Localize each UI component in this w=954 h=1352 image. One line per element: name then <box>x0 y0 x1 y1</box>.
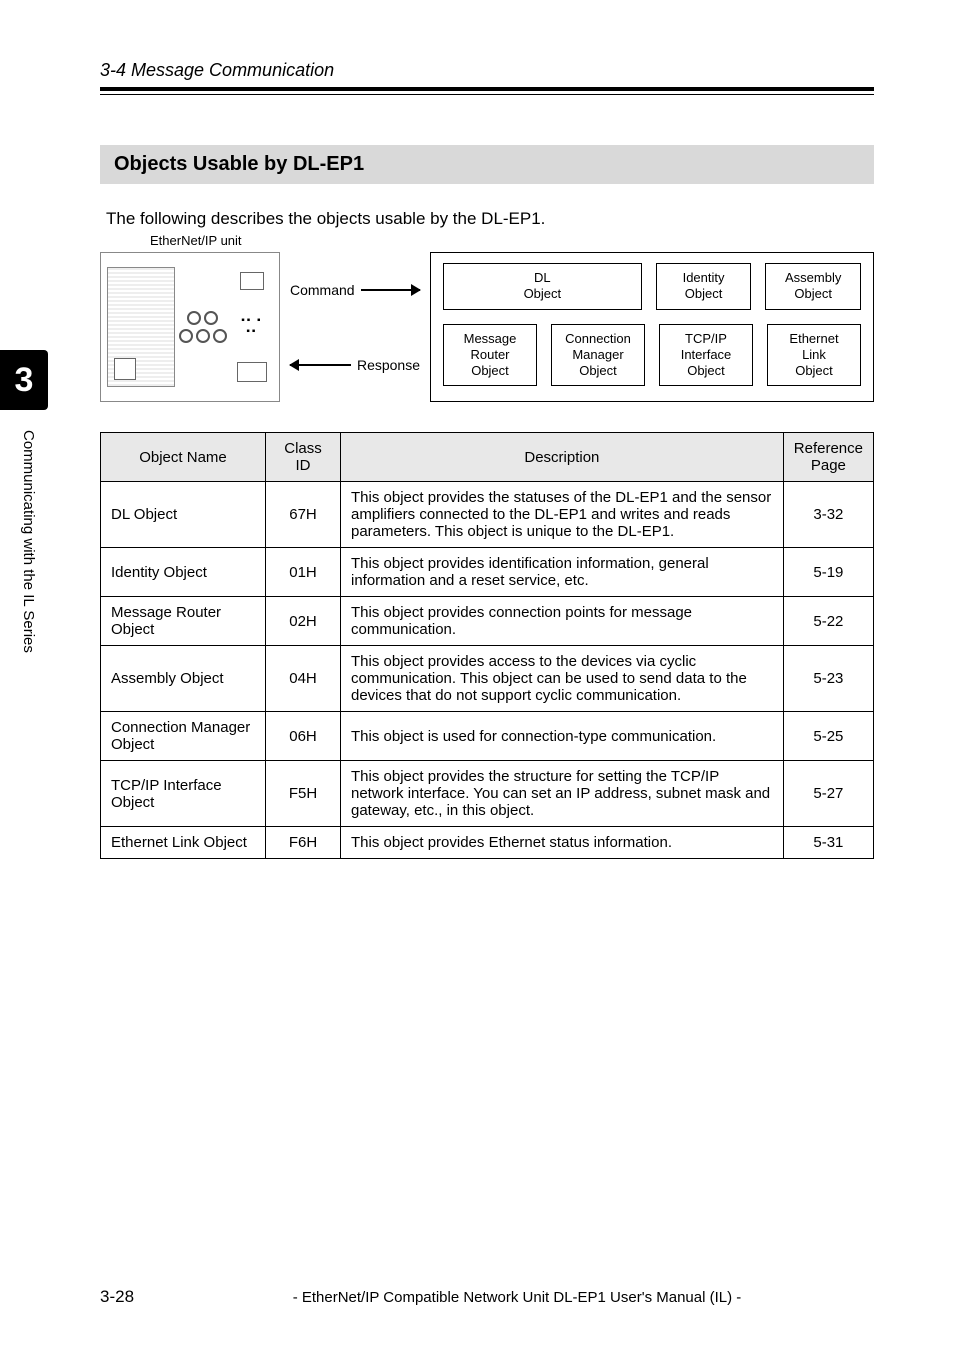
cell-description: This object provides access to the devic… <box>341 646 784 712</box>
diagram: ▪▪ ▪▪▪ Command Response DLObject Identit… <box>100 252 874 402</box>
obj-box-assembly: AssemblyObject <box>765 263 861 310</box>
cell-class-id: 01H <box>266 548 341 597</box>
chapter-label: Communicating with the IL Series <box>20 430 37 653</box>
cell-reference-page: 5-25 <box>783 712 873 761</box>
cell-class-id: 02H <box>266 597 341 646</box>
section-title: 3-4 Message Communication <box>100 60 874 81</box>
obj-box-conn-mgr: ConnectionManagerObject <box>551 324 645 387</box>
cell-class-id: 04H <box>266 646 341 712</box>
cell-reference-page: 5-19 <box>783 548 873 597</box>
obj-box-identity: IdentityObject <box>656 263 752 310</box>
cell-object-name: DL Object <box>101 482 266 548</box>
cell-reference-page: 5-22 <box>783 597 873 646</box>
cell-class-id: 06H <box>266 712 341 761</box>
intro-text: The following describes the objects usab… <box>100 209 874 229</box>
col-object-name: Object Name <box>101 433 266 482</box>
table-row: TCP/IP Interface ObjectF5HThis object pr… <box>101 761 874 827</box>
cell-description: This object provides identification info… <box>341 548 784 597</box>
object-group: DLObject IdentityObject AssemblyObject M… <box>430 252 874 402</box>
cell-description: This object provides connection points f… <box>341 597 784 646</box>
cell-object-name: Assembly Object <box>101 646 266 712</box>
subsection-title: Objects Usable by DL-EP1 <box>100 145 874 184</box>
command-label: Command <box>290 282 355 298</box>
table-row: Assembly Object04HThis object provides a… <box>101 646 874 712</box>
pcb-icon <box>107 267 175 387</box>
table-header-row: Object Name Class ID Description Referen… <box>101 433 874 482</box>
footer: 3-28 - EtherNet/IP Compatible Network Un… <box>0 1287 954 1307</box>
module-icon: ▪▪ ▪▪▪ <box>231 272 273 382</box>
table-row: Connection Manager Object06HThis object … <box>101 712 874 761</box>
chapter-tab: 3 <box>0 350 48 410</box>
header-rule <box>100 87 874 95</box>
cell-object-name: Ethernet Link Object <box>101 827 266 859</box>
cell-object-name: TCP/IP Interface Object <box>101 761 266 827</box>
cell-class-id: 67H <box>266 482 341 548</box>
cell-reference-page: 3-32 <box>783 482 873 548</box>
objects-table: Object Name Class ID Description Referen… <box>100 432 874 859</box>
col-description: Description <box>341 433 784 482</box>
cell-reference-page: 5-27 <box>783 761 873 827</box>
col-reference-page: Reference Page <box>783 433 873 482</box>
page-number: 3-28 <box>100 1287 160 1307</box>
col-class-id: Class ID <box>266 433 341 482</box>
table-row: Message Router Object02HThis object prov… <box>101 597 874 646</box>
diagram-caption: EtherNet/IP unit <box>100 233 874 248</box>
table-row: Ethernet Link ObjectF6HThis object provi… <box>101 827 874 859</box>
device-illustration: ▪▪ ▪▪▪ <box>100 252 280 402</box>
cell-reference-page: 5-23 <box>783 646 873 712</box>
arrow-right-icon <box>361 289 420 291</box>
cell-description: This object provides the structure for s… <box>341 761 784 827</box>
obj-box-dl: DLObject <box>443 263 642 310</box>
obj-box-eth-link: EthernetLinkObject <box>767 324 861 387</box>
cell-reference-page: 5-31 <box>783 827 873 859</box>
obj-box-tcpip: TCP/IPInterfaceObject <box>659 324 753 387</box>
cell-description: This object provides the statuses of the… <box>341 482 784 548</box>
obj-box-msg-router: MessageRouterObject <box>443 324 537 387</box>
footer-title: - EtherNet/IP Compatible Network Unit DL… <box>160 1289 874 1306</box>
cell-description: This object is used for connection-type … <box>341 712 784 761</box>
cell-object-name: Message Router Object <box>101 597 266 646</box>
cell-object-name: Identity Object <box>101 548 266 597</box>
cell-class-id: F6H <box>266 827 341 859</box>
table-row: Identity Object01HThis object provides i… <box>101 548 874 597</box>
knob-cluster <box>179 311 227 343</box>
cell-description: This object provides Ethernet status inf… <box>341 827 784 859</box>
arrow-column: Command Response <box>290 252 420 402</box>
table-row: DL Object67HThis object provides the sta… <box>101 482 874 548</box>
cell-class-id: F5H <box>266 761 341 827</box>
cell-object-name: Connection Manager Object <box>101 712 266 761</box>
response-label: Response <box>357 357 420 373</box>
arrow-left-icon <box>290 364 351 366</box>
